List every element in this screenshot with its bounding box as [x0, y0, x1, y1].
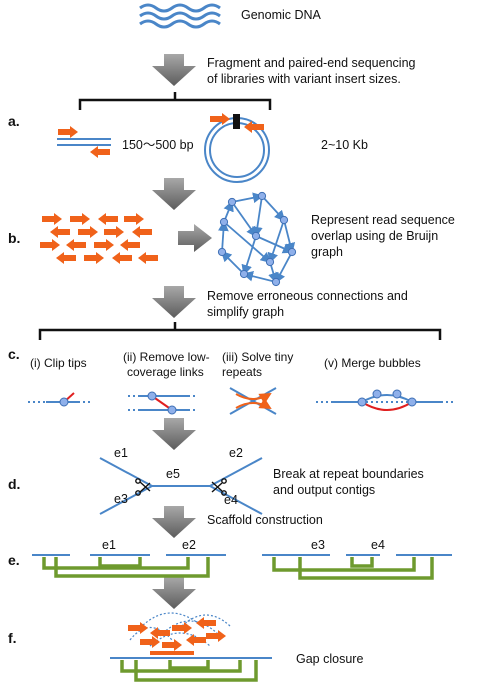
scaffold-edge-e2: e2 — [182, 538, 196, 552]
debruijn-label-line1: Represent read sequence — [311, 213, 455, 227]
flow-arrow — [152, 54, 196, 86]
genomic-dna-label: Genomic DNA — [241, 8, 321, 22]
flow-arrow — [152, 178, 196, 210]
remove-label-line1: Remove erroneous connections and — [207, 289, 408, 303]
solve-tiny-repeats-icon — [229, 387, 277, 415]
long-insert-library — [204, 113, 270, 183]
debruijn-label-line3: graph — [311, 245, 343, 259]
scaffold-right — [262, 554, 452, 580]
flow-arrow — [152, 577, 196, 609]
step-label-a: a. — [8, 113, 20, 129]
tiny-repeats-label-line2: repeats — [222, 365, 263, 379]
short-insert-library — [57, 126, 111, 158]
remove-low-coverage-icon — [128, 391, 198, 415]
step-label-c: c. — [8, 346, 20, 362]
scissors-icon — [211, 478, 227, 496]
scaffold-label: Scaffold construction — [207, 513, 323, 527]
repeat-break-icon — [99, 457, 263, 515]
graph-node — [217, 191, 297, 287]
low-coverage-label-line2: coverage links — [127, 365, 204, 379]
bracket-libraries — [78, 92, 272, 110]
flow-arrow — [152, 506, 196, 538]
scaffold-edge-e4: e4 — [371, 538, 385, 552]
step-label-d: d. — [8, 476, 21, 492]
long-insert-label: 2~10 Kb — [321, 138, 368, 152]
scaffold-edge-e3: e3 — [311, 538, 325, 552]
step-label-b: b. — [8, 230, 21, 246]
transform-arrow — [178, 224, 212, 252]
scissors-icon — [135, 478, 151, 496]
break-label-line2: and output contigs — [273, 483, 376, 497]
edge-label-e2: e2 — [229, 446, 243, 460]
genomic-dna-icon — [139, 3, 221, 29]
short-insert-label: 150～500 bp — [122, 138, 194, 152]
clip-tips-icon — [28, 392, 92, 407]
edge-label-e4: e4 — [224, 493, 238, 507]
fragment-label-line2: of libraries with variant insert sizes. — [207, 72, 401, 86]
step-label-e: e. — [8, 552, 20, 568]
flow-arrow — [152, 418, 196, 450]
edge-label-e1: e1 — [114, 446, 128, 460]
scaffold-edge-e1: e1 — [102, 538, 116, 552]
remove-label-line2: simplify graph — [207, 305, 285, 319]
clip-tips-label: (i) Clip tips — [30, 356, 87, 370]
scaffold-left — [32, 554, 226, 578]
flow-arrow — [152, 286, 196, 318]
merge-bubbles-label: (v) Merge bubbles — [324, 356, 421, 370]
edge-label-e3: e3 — [114, 492, 128, 506]
sequencing-reads — [40, 213, 158, 264]
bracket-simplify — [38, 322, 442, 340]
tiny-repeats-label-line1: (iii) Solve tiny — [222, 350, 294, 364]
merge-bubbles-icon — [316, 389, 456, 411]
gap-closure-label: Gap closure — [296, 652, 364, 666]
low-coverage-label-line1: (ii) Remove low- — [123, 350, 210, 364]
break-label-line1: Break at repeat boundaries — [273, 467, 424, 481]
fragment-label-line1: Fragment and paired-end sequencing — [207, 56, 416, 70]
gap-closure-icon — [110, 612, 272, 682]
debruijn-label-line2: overlap using de Bruijn — [311, 229, 439, 243]
edge-label-e5: e5 — [166, 467, 180, 481]
step-label-f: f. — [8, 630, 17, 646]
